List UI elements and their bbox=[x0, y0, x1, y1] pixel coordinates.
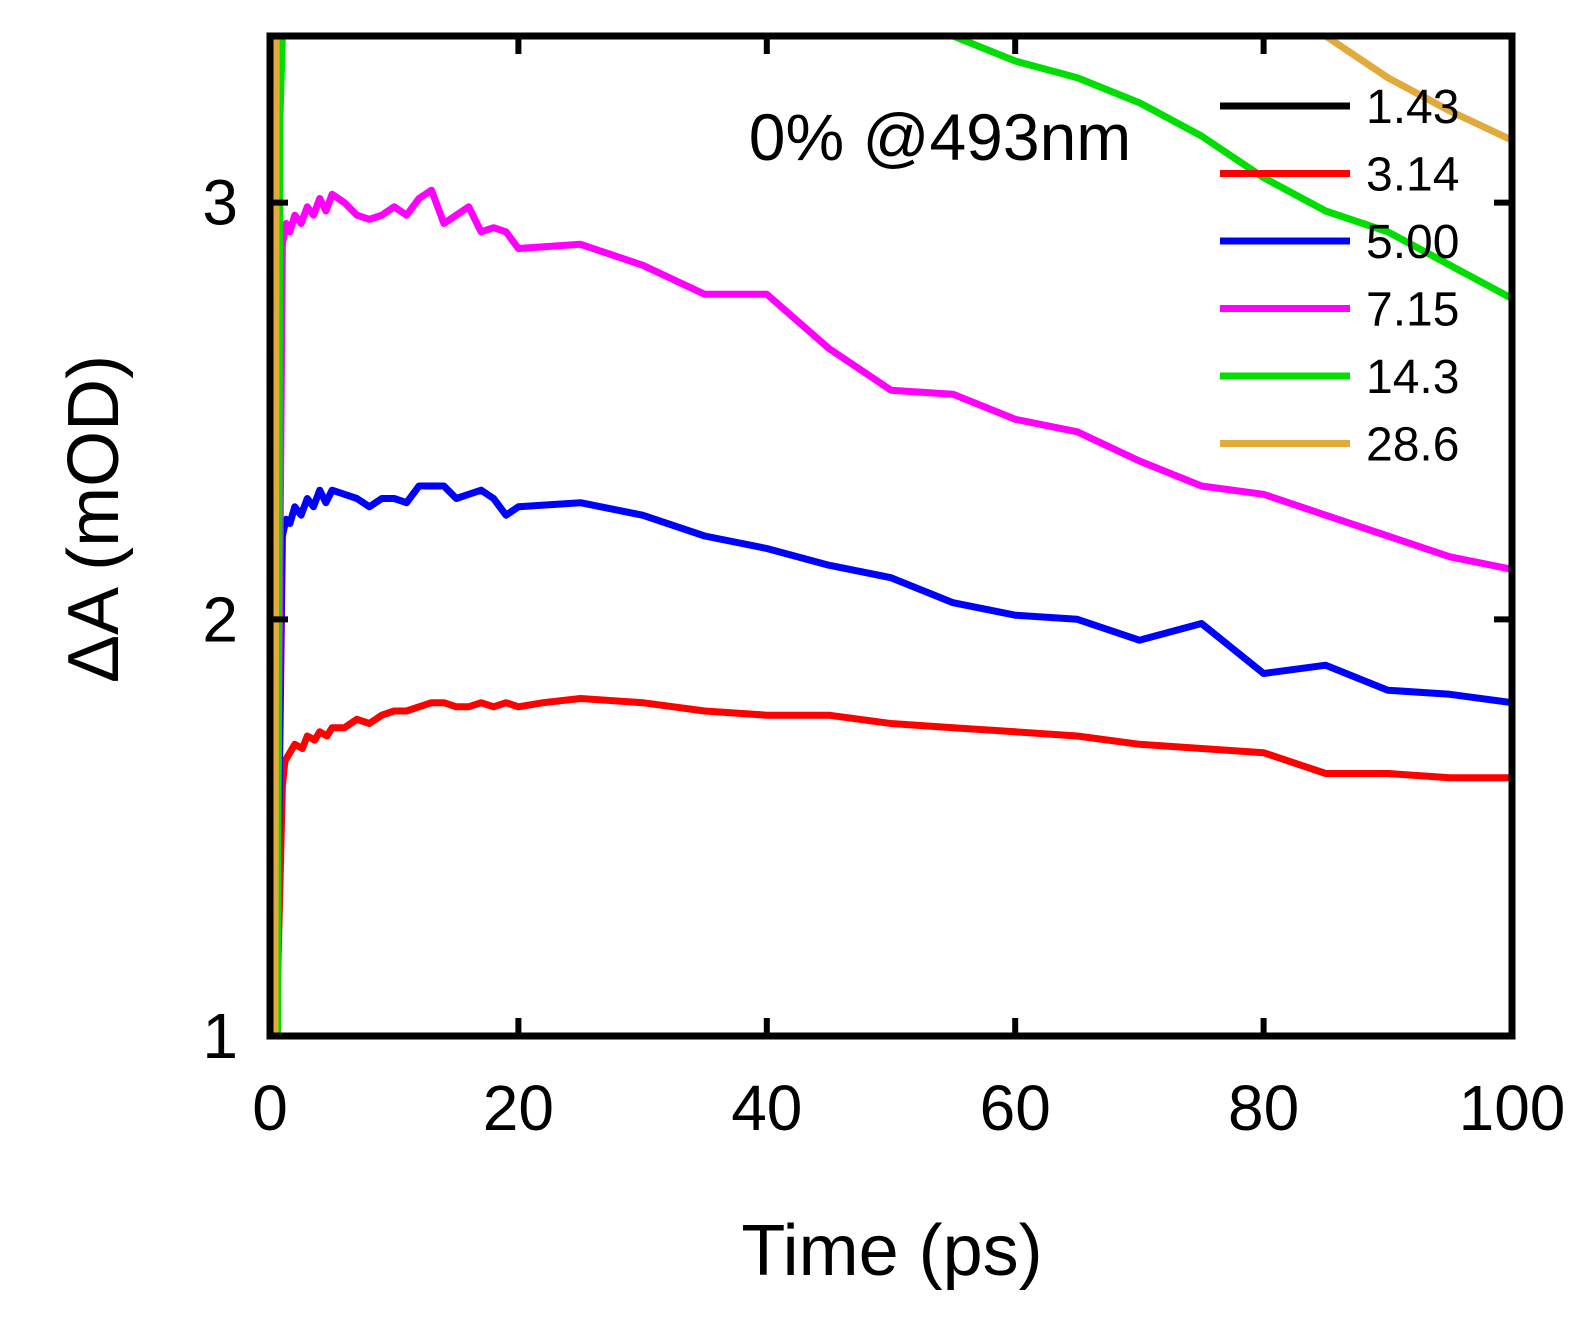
tick-layer: 0 20 40 60 80 100 1 2 3 bbox=[202, 36, 1565, 1144]
y-tick-label: 2 bbox=[202, 583, 238, 655]
series-line-14-3 bbox=[274, 36, 1512, 1036]
x-tick-label: 40 bbox=[731, 1072, 802, 1144]
legend-label: 7.15 bbox=[1366, 284, 1459, 337]
legend-label: 14.3 bbox=[1366, 351, 1459, 404]
annotation-label: 0% @493nm bbox=[749, 100, 1132, 174]
legend: 1.43 3.14 5.00 7.15 14.3 28.6 bbox=[1220, 81, 1459, 472]
x-tick-label: 60 bbox=[980, 1072, 1051, 1144]
series-line-28-6 bbox=[271, 36, 1512, 1036]
series-line-5-00 bbox=[272, 482, 1512, 1036]
x-axis-label: Time (ps) bbox=[741, 1211, 1042, 1291]
series-line-3-14 bbox=[272, 695, 1512, 1036]
x-tick-label: 0 bbox=[252, 1072, 288, 1144]
legend-label: 3.14 bbox=[1366, 149, 1459, 202]
legend-label: 5.00 bbox=[1366, 216, 1459, 269]
legend-label: 28.6 bbox=[1366, 419, 1459, 472]
plot-frame bbox=[266, 32, 1516, 1040]
legend-label: 1.43 bbox=[1366, 81, 1459, 134]
y-tick-label: 1 bbox=[202, 1000, 238, 1072]
x-tick-label: 100 bbox=[1459, 1072, 1566, 1144]
y-tick-label: 3 bbox=[202, 167, 238, 239]
x-tick-label: 80 bbox=[1228, 1072, 1299, 1144]
y-axis-label: ΔA (mOD) bbox=[54, 355, 134, 683]
x-tick-label: 20 bbox=[483, 1072, 554, 1144]
series-line-7-15 bbox=[272, 186, 1512, 1036]
